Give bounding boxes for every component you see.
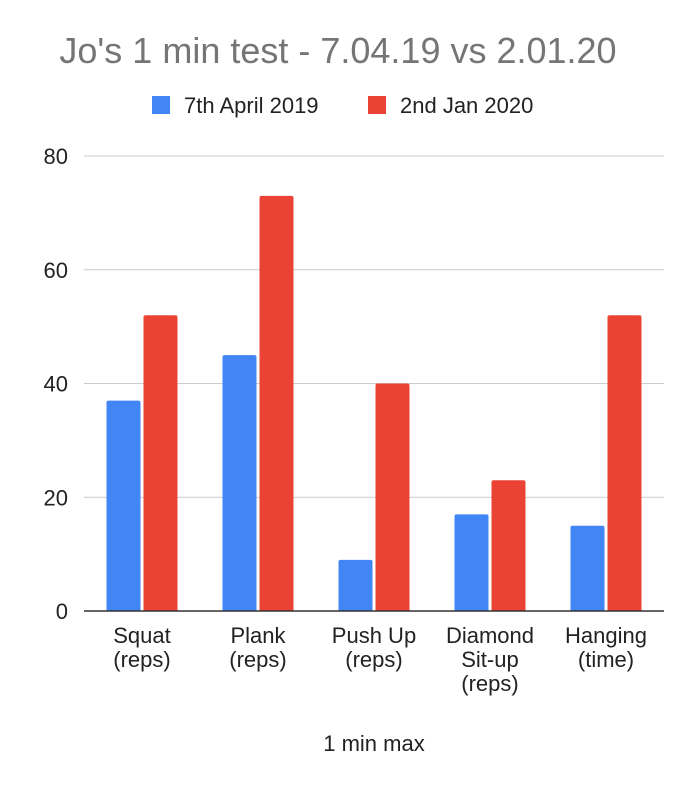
bar <box>454 514 489 611</box>
x-category-line: Hanging <box>565 623 647 648</box>
x-category-line: Squat <box>113 623 171 648</box>
y-tick-label: 20 <box>44 485 68 510</box>
x-category-line: Diamond <box>446 623 534 648</box>
bar <box>338 559 373 611</box>
legend-label: 7th April 2019 <box>184 93 319 118</box>
gridlines <box>84 155 664 498</box>
x-category-line: (reps) <box>461 671 518 696</box>
legend-swatch <box>368 96 386 114</box>
bar <box>607 315 642 611</box>
y-tick-label: 40 <box>44 372 68 397</box>
bar <box>143 315 178 611</box>
legend-label: 2nd Jan 2020 <box>400 93 533 118</box>
x-category-label: Diamond Sit-up (reps) <box>446 623 534 696</box>
bar <box>106 400 141 611</box>
x-axis-label: 1 min max <box>323 731 424 756</box>
x-category-label: Plank (reps) <box>229 623 286 672</box>
x-category-line: Plank <box>230 623 286 648</box>
y-tick-label: 0 <box>56 599 68 624</box>
bar <box>491 480 526 611</box>
bars <box>106 195 642 611</box>
y-axis-ticks: 0 20 40 60 80 <box>44 144 68 624</box>
chart-title: Jo's 1 min test - 7.04.19 vs 2.01.20 <box>59 30 616 71</box>
x-axis-categories: Squat (reps)Plank (reps)Push Up (reps)Diamo… <box>113 623 647 696</box>
x-category-line: Push Up <box>332 623 416 648</box>
legend-swatch <box>152 96 170 114</box>
x-category-label: Hanging (time) <box>565 623 647 672</box>
x-category-line: Sit-up <box>461 647 518 672</box>
x-category-line: (reps) <box>229 647 286 672</box>
x-category-line: (reps) <box>113 647 170 672</box>
x-category-label: Push Up (reps) <box>332 623 416 672</box>
y-tick-label: 60 <box>44 258 68 283</box>
bar <box>222 355 257 611</box>
y-tick-label: 80 <box>44 144 68 169</box>
legend: 7th April 2019 2nd Jan 2020 <box>152 93 533 118</box>
bar <box>259 195 294 611</box>
x-category-line: (time) <box>578 647 634 672</box>
x-category-line: (reps) <box>345 647 402 672</box>
x-category-label: Squat (reps) <box>113 623 171 672</box>
bar <box>570 525 605 611</box>
bar <box>375 383 410 611</box>
